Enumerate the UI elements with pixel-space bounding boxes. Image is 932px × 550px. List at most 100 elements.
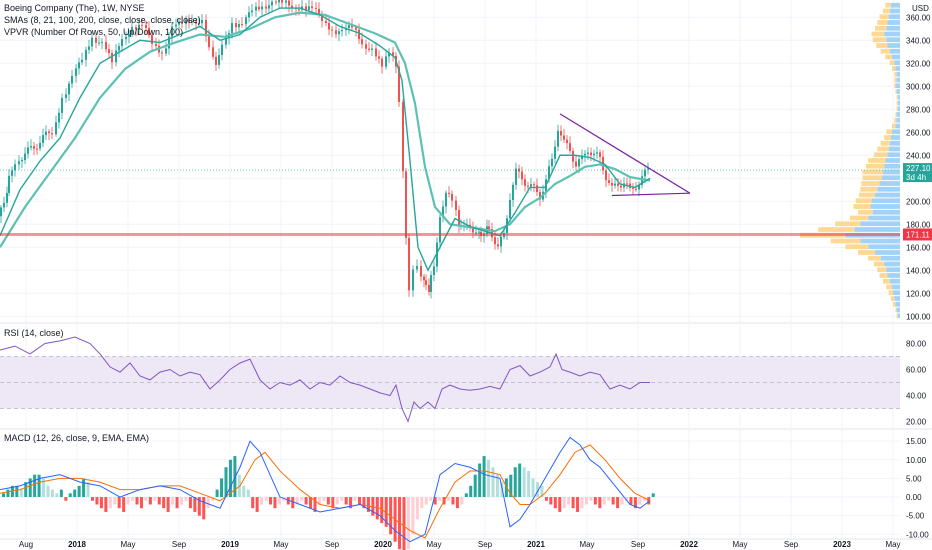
candle-body bbox=[581, 155, 583, 160]
candle-body bbox=[205, 19, 207, 37]
macd-histogram-bar bbox=[344, 497, 348, 505]
vp-down-bar bbox=[892, 123, 896, 129]
candle-body bbox=[378, 56, 380, 59]
rsi-tick-label: 40.00 bbox=[906, 392, 927, 401]
macd-histogram-bar bbox=[197, 497, 201, 516]
candle-body bbox=[241, 23, 243, 25]
vp-up-bar bbox=[896, 117, 900, 123]
macd-histogram-bar bbox=[469, 485, 473, 498]
vp-down-bar bbox=[876, 43, 888, 48]
vp-up-bar bbox=[887, 152, 900, 158]
macd-histogram-bar bbox=[113, 497, 117, 505]
candle-body bbox=[557, 130, 559, 147]
vp-down-bar bbox=[890, 296, 895, 301]
macd-histogram-bar bbox=[406, 497, 410, 550]
macd-tick-label: 15.00 bbox=[906, 437, 927, 446]
macd-histogram-bar bbox=[340, 497, 344, 501]
vp-up-bar bbox=[897, 106, 900, 112]
candle-body bbox=[255, 6, 257, 11]
candle-body bbox=[554, 146, 556, 159]
candle-body bbox=[331, 29, 333, 31]
macd-histogram-bar bbox=[184, 497, 188, 501]
candle-body bbox=[494, 237, 496, 245]
vp-down-bar bbox=[882, 278, 890, 284]
macd-histogram-bar bbox=[291, 497, 295, 509]
candle-body bbox=[278, 0, 280, 3]
candle-body bbox=[215, 56, 217, 65]
macd-histogram-bar bbox=[366, 497, 370, 512]
candle-body bbox=[596, 152, 598, 154]
vp-down-bar bbox=[885, 2, 891, 8]
macd-title: MACD (12, 26, close, 9, EMA, EMA) bbox=[4, 433, 150, 443]
candle-body bbox=[578, 159, 580, 167]
candle-body bbox=[178, 21, 180, 25]
candle-body bbox=[171, 26, 173, 37]
vp-up-bar bbox=[896, 71, 900, 77]
vp-up-bar bbox=[870, 204, 900, 209]
candle-body bbox=[420, 266, 422, 277]
candle-body bbox=[78, 62, 80, 69]
candle-body bbox=[647, 168, 649, 170]
macd-histogram-bar bbox=[171, 497, 175, 505]
vp-up-bar bbox=[896, 307, 900, 313]
vp-up-bar bbox=[889, 278, 900, 284]
macd-histogram-bar bbox=[135, 497, 139, 505]
candle-body bbox=[536, 185, 538, 192]
candle-body bbox=[530, 184, 532, 187]
candle-body bbox=[18, 161, 20, 165]
macd-histogram-bar bbox=[633, 497, 637, 509]
candle-body bbox=[392, 52, 394, 56]
vp-up-bar bbox=[889, 8, 900, 14]
macd-histogram-bar bbox=[95, 497, 99, 505]
candle-body bbox=[101, 41, 103, 43]
candle-body bbox=[428, 284, 430, 292]
macd-histogram-bar bbox=[224, 467, 228, 498]
macd-histogram-bar bbox=[482, 456, 486, 498]
candle-body bbox=[288, 0, 290, 6]
vp-up-bar bbox=[886, 25, 900, 31]
macd-histogram-bar bbox=[562, 497, 566, 509]
vp-down-bar bbox=[818, 227, 855, 232]
vp-up-bar bbox=[854, 227, 900, 232]
vp-up-bar bbox=[892, 54, 900, 60]
candle-body bbox=[141, 24, 143, 26]
candle-body bbox=[45, 131, 47, 136]
candle-body bbox=[433, 266, 435, 276]
vp-up-bar bbox=[896, 112, 900, 117]
candle-body bbox=[305, 6, 307, 10]
candle-body bbox=[478, 231, 480, 233]
candle-body bbox=[298, 9, 300, 11]
candle-body bbox=[161, 52, 163, 54]
candle-body bbox=[51, 133, 53, 135]
candle-body bbox=[91, 37, 93, 47]
price-tick-label: 200.00 bbox=[906, 197, 931, 206]
macd-histogram-bar bbox=[438, 497, 442, 501]
candle-body bbox=[3, 202, 5, 208]
vp-up-bar bbox=[884, 31, 900, 37]
candle-body bbox=[131, 27, 133, 35]
vp-down-bar bbox=[892, 66, 896, 71]
macd-line bbox=[0, 436, 651, 543]
candle-body bbox=[168, 36, 170, 49]
vp-up-bar bbox=[887, 20, 900, 25]
macd-histogram-bar bbox=[202, 497, 206, 520]
vp-down-bar bbox=[894, 71, 897, 77]
candle-body bbox=[8, 175, 10, 193]
macd-histogram-bar bbox=[15, 485, 19, 498]
vp-down-bar bbox=[845, 244, 869, 250]
vp-up-bar bbox=[888, 146, 900, 152]
vp-down-bar bbox=[896, 94, 898, 100]
macd-histogram-bar bbox=[553, 497, 557, 509]
macd-histogram-bar bbox=[180, 497, 183, 505]
candle-body bbox=[638, 184, 640, 190]
x-tick-label: 2020 bbox=[374, 540, 392, 549]
candle-body bbox=[560, 130, 562, 136]
candle-body bbox=[24, 153, 26, 161]
candle-body bbox=[265, 6, 267, 9]
price-tick-label: 180.00 bbox=[906, 220, 931, 229]
price-tick-label: 320.00 bbox=[906, 59, 931, 68]
candle-body bbox=[405, 171, 407, 238]
candle-body bbox=[348, 25, 350, 29]
candle-body bbox=[605, 170, 607, 181]
